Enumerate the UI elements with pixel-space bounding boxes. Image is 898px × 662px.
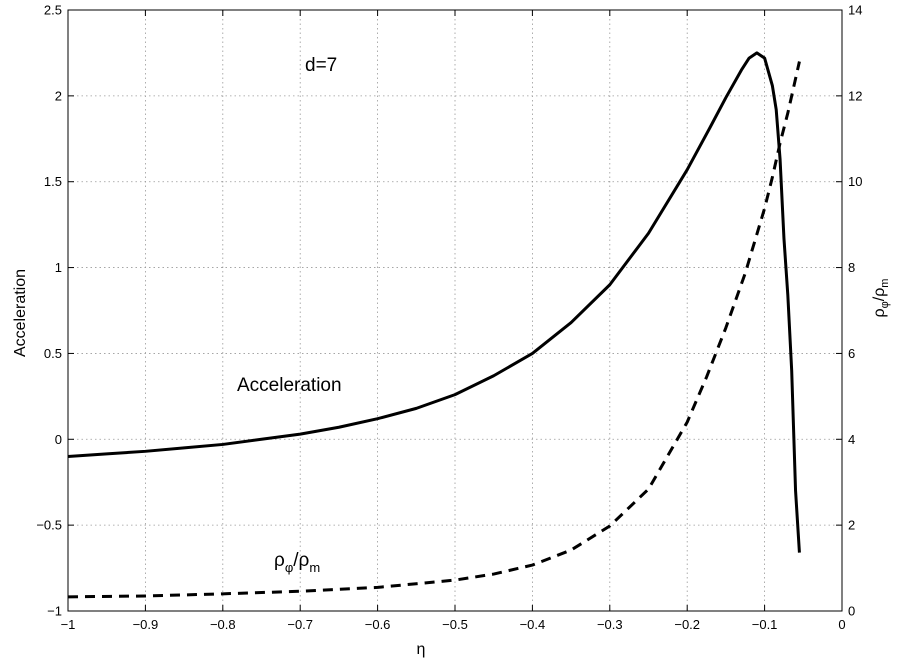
x-tick-label: −0.4	[520, 617, 546, 632]
y-right-tick-label: 14	[848, 3, 862, 18]
x-tick-label: −0.3	[597, 617, 623, 632]
y-left-tick-label: 1.5	[44, 174, 62, 189]
acceleration-annotation: Acceleration	[237, 375, 342, 396]
acceleration-series-line	[67, 51, 801, 553]
x-axis-label: η	[417, 641, 426, 658]
series-lines	[67, 51, 801, 599]
y-right-tick-label: 12	[848, 88, 862, 103]
x-tick-label: −0.2	[674, 617, 700, 632]
ratio-series-line	[67, 61, 801, 599]
y-left-tick-label: 0.5	[44, 346, 62, 361]
plot-frame	[67, 9, 843, 612]
y-right-tick-label: 10	[848, 174, 862, 189]
x-tick-label: −0.9	[133, 617, 159, 632]
y-right-tick-label: 8	[848, 260, 855, 275]
y-left-tick-label: 1	[55, 260, 62, 275]
ratio-annotation: ρφ/ρm	[274, 550, 320, 575]
y-left-tick-label: 0	[55, 432, 62, 447]
y-left-tick-label: 2	[55, 88, 62, 103]
y-left-tick-label: 2.5	[44, 3, 62, 18]
x-tick-label: −0.6	[365, 617, 391, 632]
x-tick-label: −0.7	[287, 617, 313, 632]
y-left-tick-label: −1	[47, 604, 62, 619]
y-right-tick-label: 2	[848, 518, 855, 533]
grid-lines	[68, 10, 842, 611]
x-tick-label: −0.1	[752, 617, 778, 632]
d-annotation: d=7	[305, 55, 337, 76]
x-tick-label: −0.5	[442, 617, 468, 632]
x-tick-label: −1	[61, 617, 76, 632]
y-right-tick-labels: 0 2 4 6 8 10 12 14	[848, 3, 862, 619]
y-left-tick-label: −0.5	[36, 518, 62, 533]
x-tick-label: −0.8	[210, 617, 236, 632]
y-left-tick-labels: −1 −0.5 0 0.5 1 1.5 2 2.5	[36, 3, 62, 619]
y-right-tick-label: 0	[848, 604, 855, 619]
x-tick-labels: −1 −0.9 −0.8 −0.7 −0.6 −0.5 −0.4 −0.3 −0.2 −0.1 0	[61, 617, 846, 632]
y-left-axis-label: Acceleration	[12, 269, 29, 357]
y-right-axis-label: ρφ/ρm	[871, 279, 891, 318]
x-tick-label: 0	[838, 617, 845, 632]
y-right-tick-label: 6	[848, 346, 855, 361]
y-right-tick-label: 4	[848, 432, 855, 447]
